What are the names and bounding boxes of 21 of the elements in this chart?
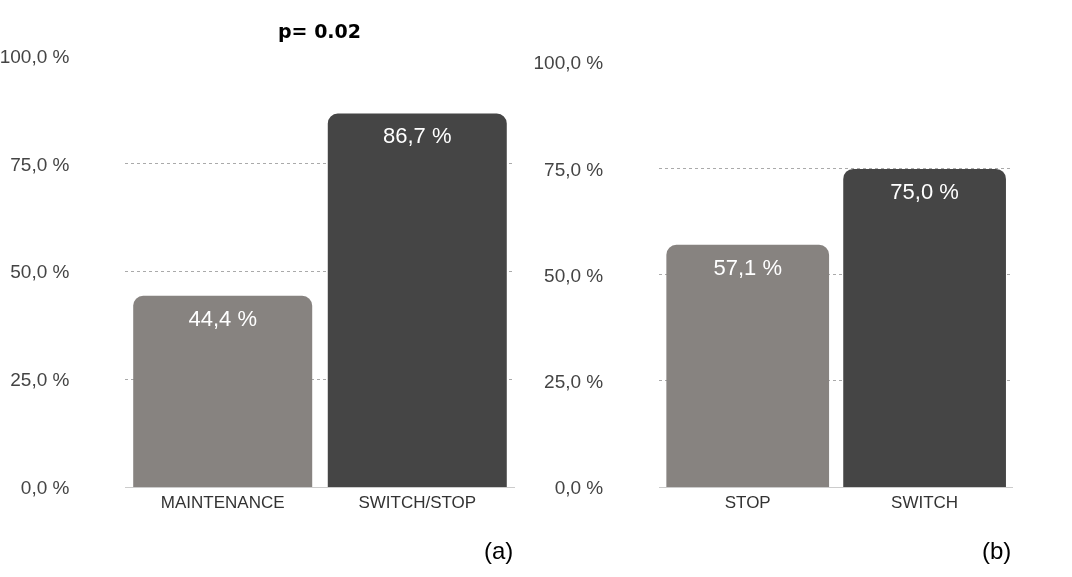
data-label: 57,1 %: [713, 254, 782, 280]
x-tick-label: SWITCH/STOP: [358, 493, 477, 513]
y-tick-label: 50,0 %: [544, 264, 604, 286]
y-tick-label: 75,0 %: [544, 158, 604, 180]
x-tick-label: SWITCH: [891, 493, 959, 513]
data-label: 44,4 %: [188, 305, 257, 331]
x-tick-label: MAINTENANCE: [160, 493, 285, 513]
y-tick-label: 0,0 %: [554, 476, 604, 498]
y-tick-label: 50,0 %: [10, 261, 70, 283]
y-tick-label: 25,0 %: [10, 368, 70, 390]
y-tick-label: 100,0 %: [533, 52, 604, 74]
text: (b): [982, 537, 1012, 564]
y-tick-label: 25,0 %: [544, 370, 604, 392]
x-tick-label: STOP: [724, 493, 771, 513]
chart-title: p= 0.02: [278, 20, 362, 42]
y-tick-label: 0,0 %: [20, 476, 70, 498]
data-label: 86,7 %: [383, 123, 452, 149]
data-label: 75,0 %: [890, 178, 959, 204]
text: (a): [484, 537, 514, 564]
y-tick-label: 75,0 %: [10, 153, 70, 175]
y-tick-label: 100,0 %: [0, 45, 70, 67]
